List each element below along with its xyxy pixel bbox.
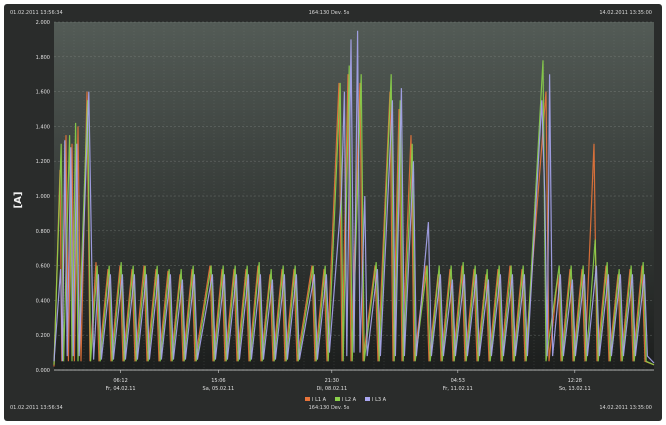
start-timestamp: 01.02.2011 13:56:34	[10, 10, 63, 16]
legend: I L1 A I L2 A I L3 A	[305, 397, 387, 403]
y-tick-label: 1.600	[36, 90, 50, 96]
y-tick-label: 0.000	[36, 368, 50, 374]
x-axis-ticks: 06:12 Fr, 04.02.11 15:06 Sa, 05.02.11 21:30 D…	[106, 370, 591, 392]
gridlines	[54, 21, 654, 371]
x-tick-time: 15:06	[211, 378, 225, 384]
end-timestamp: 14.02.2011 13:35:00	[599, 10, 652, 16]
x-tick-date: Fr, 11.02.11	[443, 386, 473, 392]
x-tick-date: Di, 08.02.11	[316, 386, 347, 392]
legend-swatch	[305, 397, 310, 401]
y-tick-label: 1.800	[36, 55, 50, 61]
y-tick-label: 0.200	[36, 333, 50, 339]
y-axis-ticks: 0.000 0.200 0.400 0.600 0.800 1.000 1.200 1.400…	[36, 20, 50, 374]
x-tick-date: Fr, 04.02.11	[106, 386, 136, 392]
x-tick-date: Sa, 05.02.11	[203, 386, 235, 392]
footer-end-timestamp: 14.02.2011 13:35:00	[599, 405, 652, 411]
legend-label: I L3 A	[372, 397, 387, 403]
footer-device-info: 164:130 Dev. 5s	[308, 405, 350, 411]
x-tick-date: So, 13.02.11	[559, 386, 591, 392]
y-tick-label: 0.800	[36, 229, 50, 235]
y-tick-label: 1.000	[36, 194, 50, 200]
y-tick-label: 0.400	[36, 298, 50, 304]
x-tick-time: 21:30	[325, 378, 339, 384]
series-line	[53, 74, 655, 367]
y-tick-label: 2.000	[36, 20, 50, 26]
legend-label: I L1 A	[312, 397, 327, 403]
x-tick-time: 04:53	[451, 378, 465, 384]
y-tick-label: 0.600	[36, 264, 50, 270]
x-tick-time: 06:12	[113, 378, 127, 384]
data-series	[53, 30, 655, 367]
legend-swatch	[335, 397, 340, 401]
device-info: 164:130 Dev. 5s	[308, 10, 350, 16]
y-tick-label: 1.400	[36, 124, 50, 130]
legend-swatch	[365, 397, 370, 401]
y-axis-label: [A]	[13, 192, 24, 209]
footer-start-timestamp: 01.02.2011 13:56:34	[10, 405, 63, 411]
series-line	[53, 60, 655, 366]
legend-label: I L2 A	[342, 397, 357, 403]
series-line	[53, 30, 655, 364]
y-tick-label: 1.200	[36, 159, 50, 165]
x-tick-time: 12:28	[568, 378, 582, 384]
